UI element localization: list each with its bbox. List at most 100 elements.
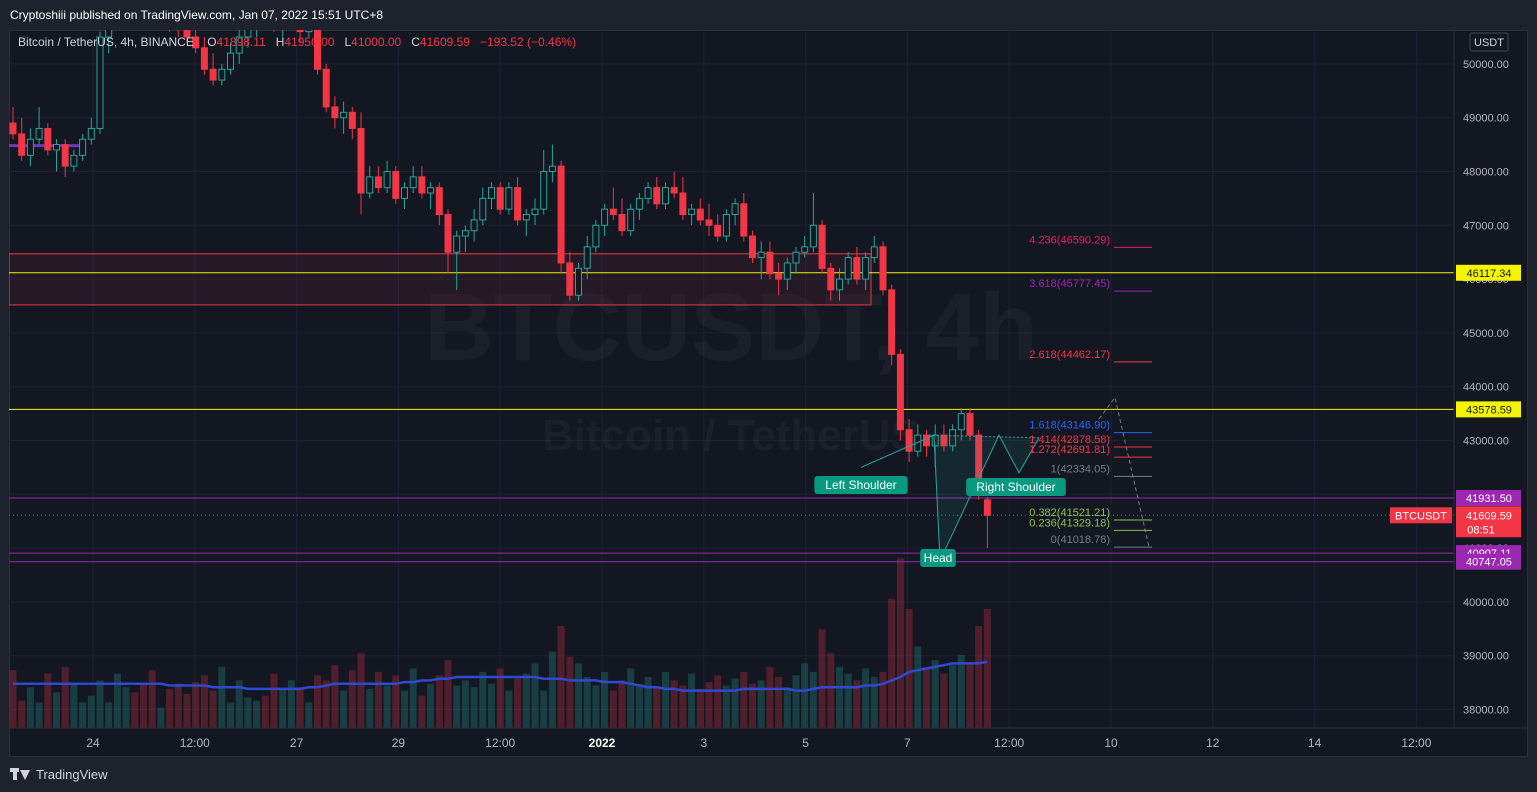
hline-price-tag-bg: [1456, 264, 1521, 281]
volume-bar: [914, 646, 922, 728]
head-shoulders-pattern: [860, 434, 1040, 561]
volume-bar: [653, 687, 661, 728]
time-tick-label: 12:00: [1401, 736, 1431, 750]
tradingview-logo-icon[interactable]: [10, 768, 30, 780]
price-tick-label: 39000.00: [1463, 651, 1509, 663]
price-tick-label: 50000.00: [1463, 59, 1509, 71]
candle-body: [383, 171, 391, 189]
volume-bar: [96, 680, 104, 728]
volume-bar: [896, 558, 904, 728]
candle-body: [435, 187, 443, 216]
volume-bar: [140, 683, 147, 728]
volume-bar: [818, 629, 826, 728]
head-label[interactable]: Head: [920, 549, 956, 567]
volume-bar: [618, 680, 626, 728]
candle-body: [836, 278, 843, 291]
volume-bar: [522, 673, 530, 728]
candle-body: [749, 235, 756, 259]
volume-bar: [931, 660, 939, 728]
candle-body: [775, 273, 783, 280]
symbol-tag-text: BTCUSDT: [1395, 510, 1447, 522]
volume-bar: [905, 609, 913, 728]
time-tick-label: 3: [700, 736, 707, 750]
candle-body: [227, 52, 234, 70]
candle-body: [601, 208, 609, 226]
volume-bar: [635, 683, 643, 728]
candle-body: [818, 224, 826, 269]
candle-body: [827, 267, 835, 291]
volume-bar: [409, 668, 417, 728]
candle-body: [679, 192, 687, 216]
candle-body: [870, 246, 878, 259]
volume-bar: [923, 666, 930, 728]
volume-bar: [105, 702, 113, 728]
volume-bar: [836, 666, 843, 728]
fib-level-label: 1.272(42691.81): [1029, 444, 1110, 456]
candle-body: [983, 499, 991, 516]
volume-bar: [9, 670, 17, 728]
candle-body: [70, 154, 78, 167]
fib-level-label: 3.618(45777.45): [1029, 278, 1110, 290]
candle-body: [722, 214, 730, 237]
volume-bar: [383, 685, 391, 728]
volume-bar: [479, 671, 487, 728]
candle-body: [949, 429, 957, 447]
candle-body: [235, 36, 243, 54]
pattern-fill: [861, 435, 1039, 561]
candle-body: [548, 165, 556, 172]
volume-bar: [79, 702, 87, 728]
time-tick-label: 12:00: [180, 736, 210, 750]
candles: [9, 30, 991, 549]
left-shoulder-label[interactable]: Left Shoulder: [814, 476, 908, 494]
brand-name[interactable]: TradingView: [36, 766, 108, 782]
volume-bar: [279, 688, 287, 728]
time-tick-label: 12:00: [994, 736, 1024, 750]
candle-body: [200, 47, 208, 70]
candle-body: [418, 176, 426, 194]
candle-body: [87, 127, 95, 140]
volume-bar: [801, 663, 809, 728]
candle-body: [53, 144, 60, 151]
time-axis[interactable]: 24 12:00 27 29 12:00 2022 3 5 7 12:00 10 12 14 12:00: [9, 727, 1528, 750]
candle-body: [531, 208, 539, 216]
candle-body: [340, 111, 348, 119]
left-shoulder-label-text: Left Shoulder: [825, 478, 896, 492]
candle-body: [557, 165, 565, 264]
currency-box: [1469, 32, 1509, 52]
volume-bar: [270, 673, 278, 728]
volume-bar: [975, 626, 983, 728]
candle-body: [923, 434, 930, 447]
symbol-tag-bg: [1390, 507, 1452, 524]
candle-body: [940, 434, 948, 447]
volume-bar: [722, 685, 730, 728]
volume-bar: [592, 685, 600, 728]
volume-bar: [209, 690, 217, 728]
volume-bar: [200, 675, 208, 728]
open-label: O: [207, 35, 217, 49]
price-scale[interactable]: USDT38000.0039000.0040000.0041000.004200…: [1453, 30, 1521, 728]
fib-level-label: 4.236(46590.29): [1029, 234, 1110, 246]
volume-bar: [757, 680, 765, 728]
price-tick-label: 49000.00: [1463, 113, 1509, 125]
candle-body: [444, 214, 452, 253]
volume-bar: [688, 673, 696, 728]
volume-bar: [496, 668, 504, 728]
candle-body: [766, 251, 774, 275]
fib-extension: 4.236(46590.29) 3.618(45777.45) 2.618(4446…: [1029, 234, 1152, 548]
volume-bar: [540, 690, 548, 728]
volume-bar: [966, 663, 974, 728]
volume-bar: [679, 685, 687, 728]
head-label-bg: [920, 549, 956, 567]
price-tick-label: 45000.00: [1463, 328, 1509, 340]
candle-body: [801, 246, 809, 253]
candle-body: [331, 106, 339, 119]
price-tick-label: 44000.00: [1463, 382, 1509, 394]
right-shoulder-label[interactable]: Right Shoulder: [966, 478, 1066, 496]
volume-bar: [844, 673, 852, 728]
candle-body: [209, 68, 217, 81]
volume-bar: [505, 690, 513, 728]
volume-bar: [827, 653, 835, 728]
close-label: C: [411, 35, 420, 49]
